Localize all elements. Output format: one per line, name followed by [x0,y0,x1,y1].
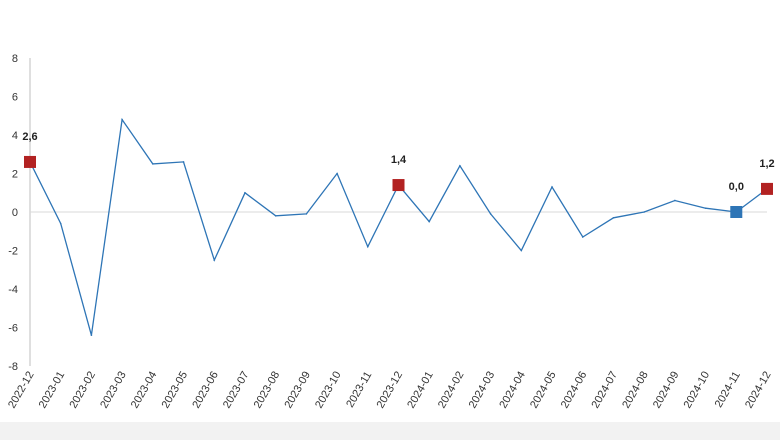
x-tick-label: 2022-12 [6,370,37,411]
data-point [336,172,338,175]
x-tick-label: 2023-01 [37,370,68,411]
y-axis: 8 6 4 2 0 -2 -4 -6 -8 [8,53,767,373]
highlight-marker [392,179,405,192]
data-label: 1,4 [391,154,407,166]
data-point [90,334,93,337]
data-point [121,118,123,121]
data-point [213,259,216,261]
y-tick-label: -2 [8,246,18,258]
x-tick-label: 2024-06 [559,370,590,411]
data-point [182,161,185,163]
x-tick-label: 2023-08 [252,370,283,411]
x-tick-label: 2024-09 [651,370,682,411]
x-tick-label: 2024-10 [682,370,713,411]
series-line [29,117,768,336]
data-point [520,249,523,252]
highlight-marker [761,182,773,195]
y-tick-label: -4 [8,284,18,296]
x-tick-label: 2023-03 [98,370,129,411]
x-tick-label: 2023-10 [313,370,344,411]
data-label: 0,0 [729,181,744,193]
x-tick-label: 2023-05 [160,370,191,411]
y-tick-label: 8 [12,53,18,65]
y-tick-label: 4 [12,130,18,142]
data-point [643,211,645,213]
y-tick-label: 0 [12,207,18,219]
x-tick-label: 2023-06 [190,370,221,411]
x-tick-label: 2024-04 [497,370,528,411]
bottom-band [0,422,780,440]
highlight-marker [24,155,36,168]
x-tick-label: 2024-01 [405,370,436,411]
x-tick-label: 2024-02 [436,370,467,411]
x-tick-label: 2023-07 [221,370,252,411]
x-tick-label: 2023-02 [67,370,98,411]
data-point [612,216,615,219]
x-tick-label: 2024-07 [589,370,620,411]
x-tick-label: 2024-12 [743,370,774,411]
x-tick-label: 2024-05 [528,370,559,411]
data-point [459,165,461,167]
data-point [244,191,246,194]
x-tick-label: 2024-03 [467,370,498,411]
y-tick-label: 2 [12,169,18,181]
data-point [274,215,277,217]
data-point [581,236,584,238]
data-label: 2,6 [22,131,37,143]
x-tick-label: 2023-11 [344,370,374,410]
data-point [551,186,553,188]
data-point [428,220,431,223]
x-tick-label: 2023-04 [129,370,160,411]
highlight-markers: 2,6 1,4 0,0 1,2 [22,131,775,218]
x-tick-label: 2024-08 [620,370,651,411]
y-tick-label: -8 [8,361,18,373]
x-tick-label: 2023-09 [282,370,313,411]
x-tick-label: 2024-11 [713,370,743,410]
data-label: 1,2 [759,158,774,170]
y-tick-label: -6 [8,323,18,335]
data-point [59,222,62,225]
highlight-marker [730,206,743,218]
data-point [305,213,308,215]
data-point [366,245,369,248]
data-point [152,163,154,165]
data-point [489,213,492,215]
x-tick-label: 2023-12 [375,370,406,411]
x-axis: 2022-12 2023-01 2023-02 2023-03 2023-04 2023-… [6,370,774,411]
series [29,117,768,337]
data-point [704,207,707,209]
data-point [674,199,676,202]
y-tick-label: 6 [12,92,18,104]
